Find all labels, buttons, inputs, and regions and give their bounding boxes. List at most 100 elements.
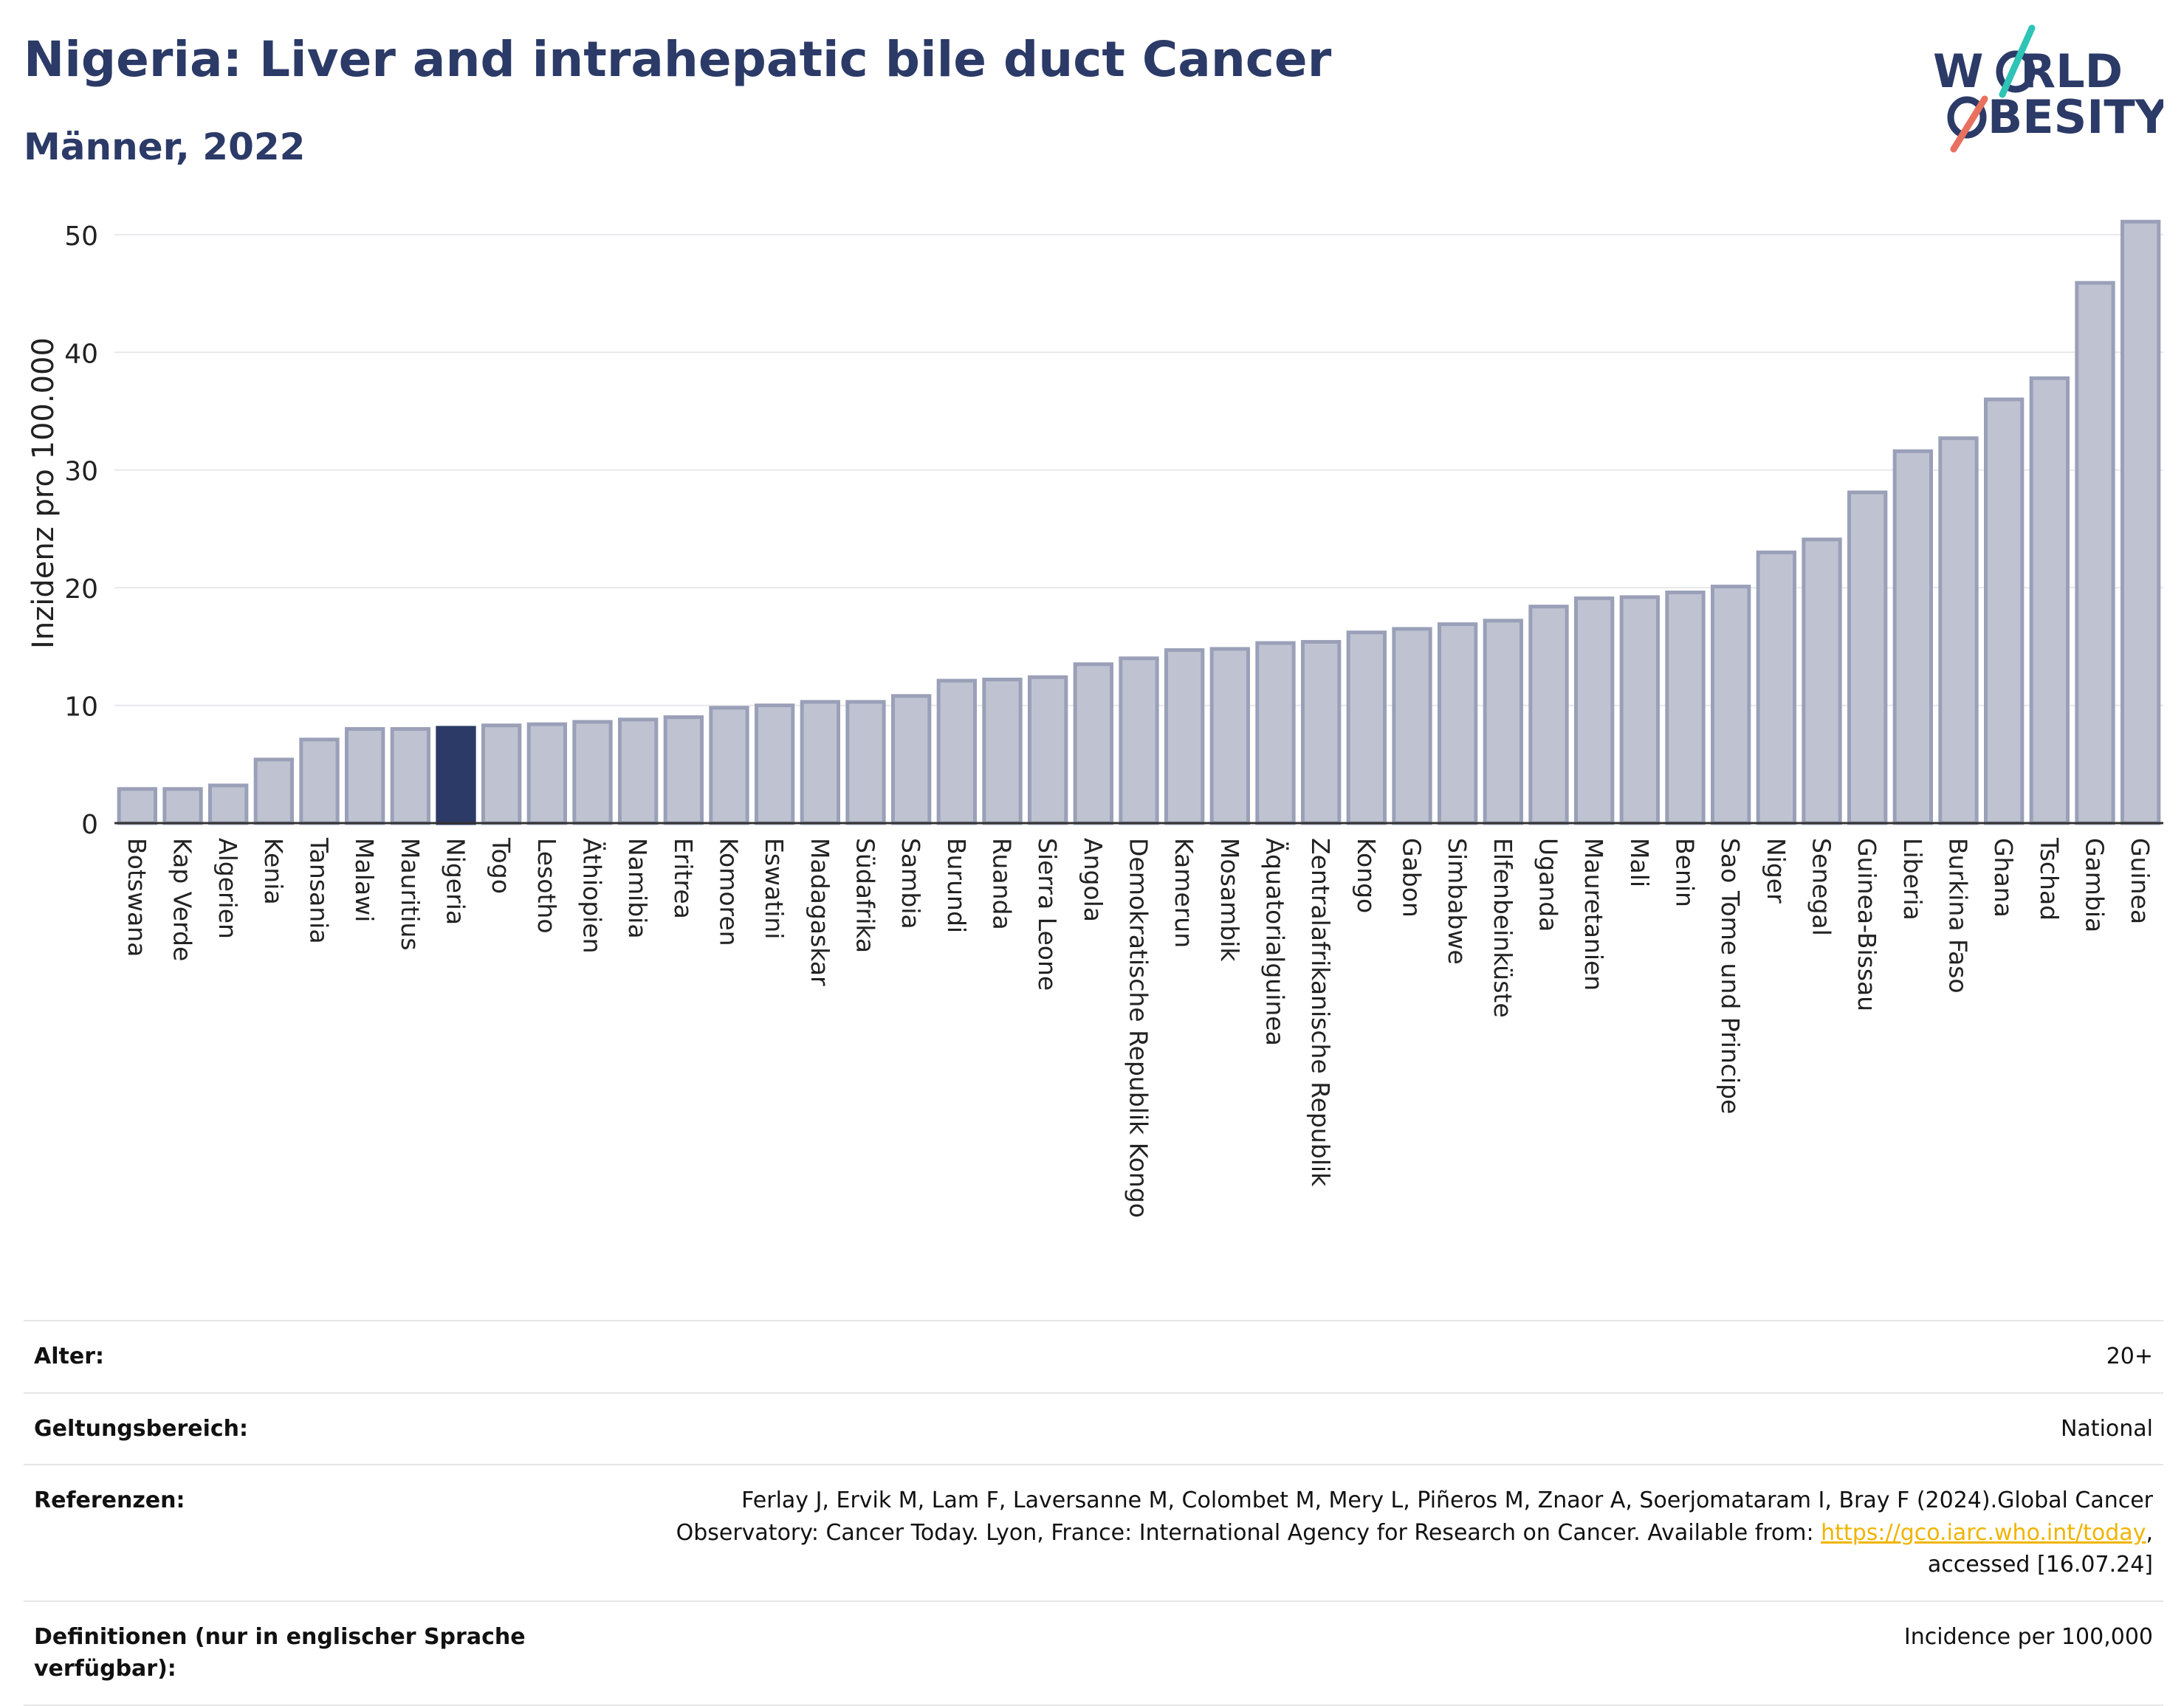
bar-togo	[481, 723, 522, 825]
x-tick-label: Guinea-Bissau	[1852, 838, 1881, 1011]
x-tick-label: Burkina Faso	[1944, 838, 1973, 994]
bar-nigeria	[436, 726, 476, 825]
references-line-1: Ferlay J, Ervik M, Lam F, Laversanne M, …	[741, 1487, 2153, 1513]
bar-chart: 0 10 20 30 40 50 Botswana Kap Verde Algerien Ken…	[27, 219, 2163, 1218]
x-tick-label: Äquatorialguinea	[1261, 838, 1290, 1046]
bar-zentralafrikanische-republik	[1301, 639, 1342, 825]
y-tick-10: 10	[64, 692, 98, 723]
info-row-scope: Geltungsbereich: National	[24, 1392, 2163, 1465]
x-tick-label: Algerien	[213, 838, 242, 939]
bar-demokratische-republik-kongo	[1119, 656, 1159, 825]
logo-line1-pre: W	[1933, 44, 1983, 98]
x-tick-label: Eswatini	[760, 838, 789, 939]
bar-benin	[1665, 591, 1706, 825]
logo-slash-teal	[1999, 24, 2036, 98]
x-tick-label: Sierra Leone	[1033, 838, 1062, 991]
definitions-label: Definitionen (nur in englischer Sprache …	[24, 1600, 561, 1706]
scope-label: Geltungsbereich:	[24, 1392, 561, 1465]
bar-kamerun	[1164, 648, 1205, 825]
bar-elfenbeinküste	[1483, 619, 1523, 825]
references-line-2-end: ,	[2146, 1519, 2153, 1546]
references-line-2: Observatory: Cancer Today. Lyon, France:…	[676, 1519, 1821, 1546]
x-tick-label: Togo	[487, 837, 515, 894]
bar-ruanda	[982, 677, 1023, 825]
bar-südafrika	[845, 700, 886, 825]
bar-äthiopien	[572, 720, 613, 825]
x-tick-label: Gambia	[2081, 838, 2109, 932]
x-tick-label: Kenia	[259, 838, 288, 905]
x-tick-label: Tschad	[2035, 837, 2064, 921]
x-tick-label: Kap Verde	[168, 838, 197, 961]
bar-eswatini	[755, 704, 795, 825]
y-tick-30: 30	[64, 457, 98, 487]
bar-senegal	[1802, 537, 1842, 825]
x-tick-label: Benin	[1671, 838, 1700, 907]
x-tick-label: Mosambik	[1215, 838, 1244, 962]
x-tick-label: Niger	[1762, 838, 1790, 904]
logo-line2: BESITY	[1988, 90, 2163, 144]
bar-kenia	[253, 757, 294, 825]
bar-tschad	[2029, 376, 2070, 825]
bar-gambia	[2075, 281, 2115, 825]
references-label: Referenzen:	[24, 1464, 561, 1602]
x-tick-label: Nigeria	[442, 838, 470, 925]
y-tick-50: 50	[64, 221, 98, 252]
x-tick-label: Lesotho	[532, 838, 561, 934]
bar-namibia	[618, 718, 659, 825]
bar-äquatorialguinea	[1255, 641, 1296, 825]
bar-liberia	[1892, 449, 1934, 825]
bar-mauretanien	[1574, 596, 1615, 825]
y-tick-20: 20	[64, 574, 98, 605]
x-tick-label: Südafrika	[851, 838, 880, 953]
x-tick-label: Kongo	[1352, 838, 1381, 913]
x-tick-label: Senegal	[1807, 838, 1836, 936]
bar-tansania	[299, 737, 340, 825]
x-tick-label: Malawi	[350, 838, 379, 922]
x-tick-label: Elfenbeinküste	[1488, 838, 1517, 1018]
x-tick-label: Gabon	[1398, 838, 1426, 918]
bar-mauritius	[390, 726, 431, 825]
world-obesity-logo: W RLD BESITY	[1933, 24, 2163, 153]
bar-burkina-faso	[1938, 436, 1979, 825]
references-link[interactable]: https://gco.iarc.who.int/today	[1821, 1519, 2146, 1546]
age-value: 20+	[561, 1320, 2163, 1394]
bar-sierra-leone	[1028, 675, 1068, 825]
bar-mosambik	[1209, 647, 1250, 825]
bar-lesotho	[526, 722, 568, 825]
x-tick-label: Kamerun	[1170, 838, 1198, 948]
info-row-definitions: Definitionen (nur in englischer Sprache …	[24, 1600, 2163, 1706]
y-tick-0: 0	[81, 810, 98, 840]
x-axis-labels: Botswana Kap Verde Algerien Kenia Tansania Ma…	[123, 837, 2154, 1218]
x-tick-label: Uganda	[1534, 838, 1563, 932]
logo-o-ring-1	[1996, 50, 2036, 93]
bar-kap-verde	[162, 787, 203, 825]
logo-line2-post: BESITY	[1988, 90, 2163, 144]
x-tick-label: Madagaskar	[806, 838, 834, 986]
logo-o-ring-2	[1947, 96, 1987, 139]
info-row-references: Referenzen: Ferlay J, Ervik M, Lam F, La…	[24, 1464, 2163, 1602]
logo-line1-post: RLD	[2020, 44, 2123, 98]
x-tick-label: Demokratische Republik Kongo	[1124, 838, 1153, 1218]
chart-subtitle: Männer, 2022	[24, 125, 306, 168]
references-value: Ferlay J, Ervik M, Lam F, Laversanne M, …	[561, 1464, 2163, 1602]
x-tick-label: Tansania	[305, 837, 334, 944]
bar-ghana	[1984, 397, 2025, 825]
bar-malawi	[345, 726, 385, 825]
bar-uganda	[1528, 605, 1569, 825]
x-tick-label: Liberia	[1898, 838, 1927, 921]
x-tick-label: Ghana	[1989, 838, 2018, 918]
x-tick-label: Namibia	[623, 838, 652, 939]
x-tick-label: Sao Tome und Principe	[1716, 838, 1745, 1114]
x-tick-label: Angola	[1079, 838, 1108, 922]
definitions-value: Incidence per 100,000	[561, 1600, 2163, 1706]
bar-simbabwe	[1438, 622, 1478, 825]
references-line-3: accessed [16.07.24]	[1927, 1552, 2153, 1578]
x-tick-label: Eritrea	[669, 838, 698, 919]
x-tick-label: Guinea	[2126, 838, 2154, 924]
x-tick-label: Zentralafrikanische Republik	[1306, 838, 1335, 1187]
x-tick-label: Simbabwe	[1443, 838, 1472, 965]
x-tick-label: Komoren	[715, 838, 744, 946]
age-label: Alter:	[24, 1320, 561, 1394]
x-tick-label: Mali	[1625, 838, 1654, 887]
bar-kongo	[1346, 630, 1387, 825]
